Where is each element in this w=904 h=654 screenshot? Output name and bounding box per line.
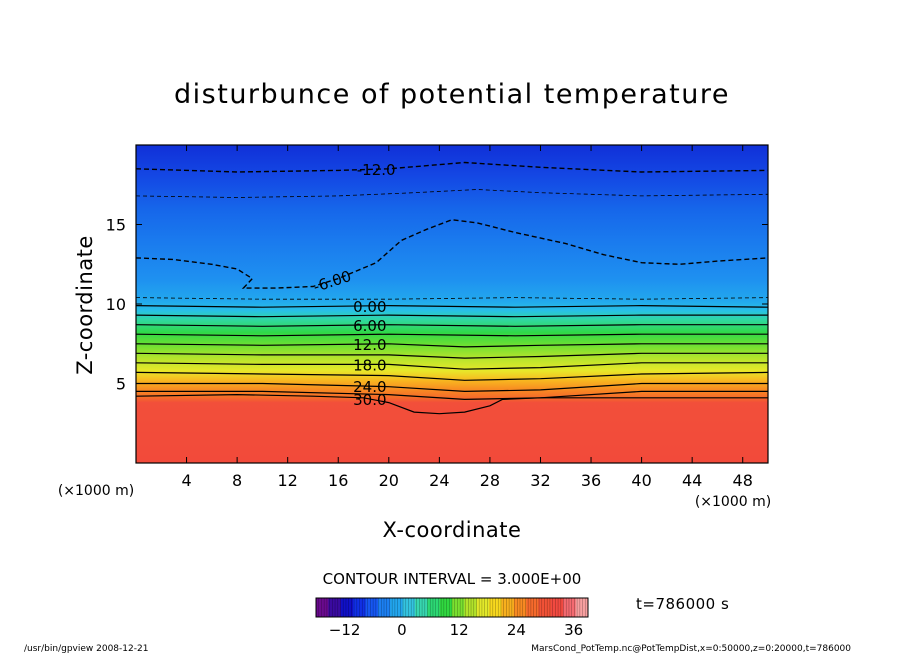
colorbar-tick-label: 24 bbox=[507, 621, 526, 639]
chart-title: disturbunce of potential temperature bbox=[174, 79, 730, 110]
contour-line bbox=[136, 304, 768, 308]
contour-label: 30.0 bbox=[353, 391, 386, 409]
contour-label: 6.00 bbox=[353, 317, 386, 335]
colorbar-swatch bbox=[328, 598, 342, 617]
contour-label: 24.0 bbox=[353, 378, 386, 396]
contour-line bbox=[136, 371, 768, 381]
x-axis-unit-left: (×1000 m) bbox=[58, 483, 134, 499]
x-tick-label: 36 bbox=[581, 471, 601, 490]
x-tick-label: 12 bbox=[278, 471, 298, 490]
colorbar-swatch bbox=[575, 598, 589, 617]
contour-line bbox=[136, 393, 768, 415]
footer-left: /usr/bin/gpview 2008-12-21 bbox=[24, 644, 148, 654]
colorbar-swatch bbox=[489, 598, 502, 617]
footer-right: MarsCond_PotTemp.nc@PotTempDist,x=0:5000… bbox=[531, 644, 851, 654]
contour-label: 18.0 bbox=[353, 356, 386, 374]
y-tick-label: 15 bbox=[106, 216, 126, 235]
colorbar-swatch bbox=[439, 598, 453, 617]
y-tick-label: 5 bbox=[116, 375, 126, 394]
x-axis-label: X-coordinate bbox=[383, 518, 522, 542]
contour-line bbox=[136, 161, 768, 173]
x-tick-label: 8 bbox=[232, 471, 242, 490]
colorbar-swatch bbox=[550, 598, 564, 617]
y-axis: 5 10 15 bbox=[106, 216, 768, 394]
x-tick-label: 32 bbox=[530, 471, 550, 490]
colorbar-swatch bbox=[501, 598, 515, 617]
contour-line bbox=[136, 297, 768, 300]
contour-interval-text: CONTOUR INTERVAL = 3.000E+00 bbox=[323, 570, 582, 588]
x-axis-unit-right: (×1000 m) bbox=[695, 494, 771, 510]
colorbar-swatch bbox=[402, 598, 416, 617]
colorbar-tick-label: 0 bbox=[397, 621, 407, 639]
colorbar-swatch bbox=[427, 598, 441, 617]
contour-line bbox=[136, 343, 768, 348]
contour-line bbox=[136, 218, 768, 289]
colorbar-swatch bbox=[377, 598, 391, 617]
contour-label: -12.0 bbox=[357, 161, 396, 179]
contour-line bbox=[136, 352, 768, 359]
colorbar-swatch bbox=[538, 598, 552, 617]
colorbar-ticks: −12 0 12 24 36 bbox=[329, 621, 583, 639]
colorbar-swatch bbox=[476, 598, 490, 617]
colorbar-frame bbox=[315, 597, 589, 618]
contour-line bbox=[136, 390, 768, 401]
colorbar-swatch bbox=[316, 598, 329, 617]
colorbar-swatch bbox=[390, 598, 404, 617]
x-axis: 4 8 12 16 20 24 28 32 36 40 44 48 bbox=[181, 145, 753, 490]
colorbar-swatch bbox=[452, 598, 465, 617]
x-tick-label: 44 bbox=[682, 471, 702, 490]
colorbar-swatch bbox=[365, 598, 379, 617]
contour-line bbox=[136, 333, 768, 337]
contour-line bbox=[136, 314, 768, 318]
contour-line bbox=[136, 189, 768, 198]
x-tick-label: 48 bbox=[733, 471, 753, 490]
time-label: t=786000 s bbox=[636, 595, 729, 613]
colorbar-swatch bbox=[513, 598, 527, 617]
contour-label: 0.00 bbox=[353, 298, 386, 316]
colorbar-swatch bbox=[353, 598, 366, 617]
heatmap-field bbox=[136, 145, 768, 463]
colorbar-tick-label: −12 bbox=[329, 621, 361, 639]
contour-label: 12.0 bbox=[353, 336, 386, 354]
x-tick-label: 28 bbox=[480, 471, 500, 490]
colorbar-tick-label: 36 bbox=[564, 621, 583, 639]
x-tick-label: 20 bbox=[379, 471, 399, 490]
y-tick-label: 10 bbox=[106, 295, 126, 314]
colorbar-swatch bbox=[526, 598, 540, 617]
contour-line bbox=[136, 382, 768, 393]
contour-line bbox=[136, 324, 768, 327]
colorbar bbox=[315, 597, 589, 618]
colorbar-swatch bbox=[414, 598, 428, 617]
x-tick-label: 40 bbox=[631, 471, 651, 490]
colorbar-swatch bbox=[563, 598, 577, 617]
colorbar-swatch bbox=[464, 598, 478, 617]
contour-line bbox=[136, 362, 768, 370]
x-tick-label: 16 bbox=[328, 471, 348, 490]
x-tick-label: 24 bbox=[429, 471, 449, 490]
colorbar-swatch bbox=[340, 598, 354, 617]
y-axis-label: Z-coordinate bbox=[73, 235, 97, 375]
x-tick-label: 4 bbox=[181, 471, 191, 490]
contour-lines bbox=[136, 161, 768, 415]
colorbar-tick-label: 12 bbox=[450, 621, 469, 639]
